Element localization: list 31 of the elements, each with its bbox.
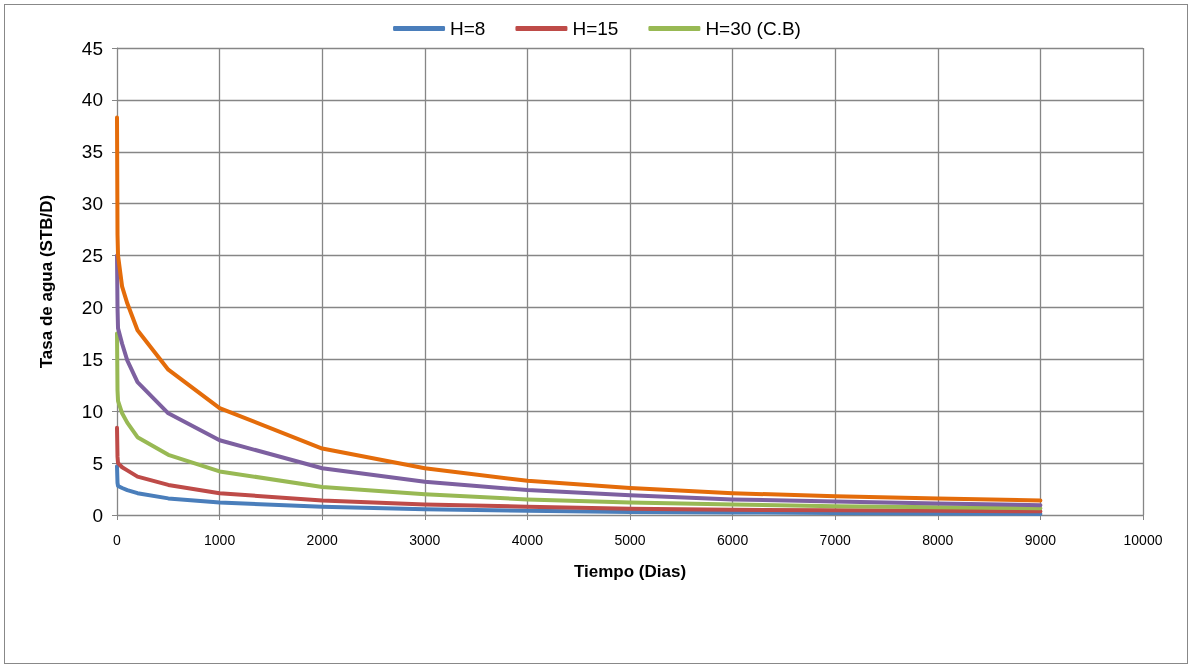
x-axis-title: Tiempo (Dias): [573, 562, 687, 581]
line-series: [115, 253, 1043, 508]
y-tick-label: 0: [92, 504, 103, 526]
y-tick-label: 45: [81, 37, 103, 59]
legend-label: H=8: [450, 18, 486, 39]
y-axis-title: Tasa de agua (STB/D): [37, 194, 56, 369]
x-tick-label: 0: [113, 532, 122, 548]
x-tick-label: 10000: [1123, 532, 1163, 548]
line-series: [115, 425, 1043, 514]
x-tick-label: 2000: [306, 532, 338, 548]
line-series: [115, 115, 1043, 503]
y-tick-label: 10: [81, 400, 103, 422]
legend-label: H=15: [572, 18, 619, 39]
y-tick-label: 30: [81, 193, 103, 215]
y-tick-label: 25: [81, 245, 103, 267]
y-tick-label: 35: [81, 141, 103, 163]
x-tick-label: 6000: [717, 532, 749, 548]
line-series: [115, 331, 1043, 511]
y-tick-label: 40: [81, 89, 103, 111]
x-tick-label: 8000: [922, 532, 954, 548]
line-series: [115, 464, 1043, 516]
y-tick-label: 15: [81, 348, 103, 370]
y-tick-label: 20: [81, 296, 103, 318]
x-tick-label: 7000: [819, 532, 851, 548]
x-tick-label: 1000: [204, 532, 236, 548]
x-tick-label: 5000: [614, 532, 646, 548]
x-tick-label: 9000: [1024, 532, 1057, 548]
legend-label: H=30 (C.B): [705, 18, 801, 39]
x-tick-label: 4000: [511, 532, 544, 548]
y-tick-label: 5: [92, 452, 103, 474]
x-tick-label: 3000: [409, 532, 441, 548]
